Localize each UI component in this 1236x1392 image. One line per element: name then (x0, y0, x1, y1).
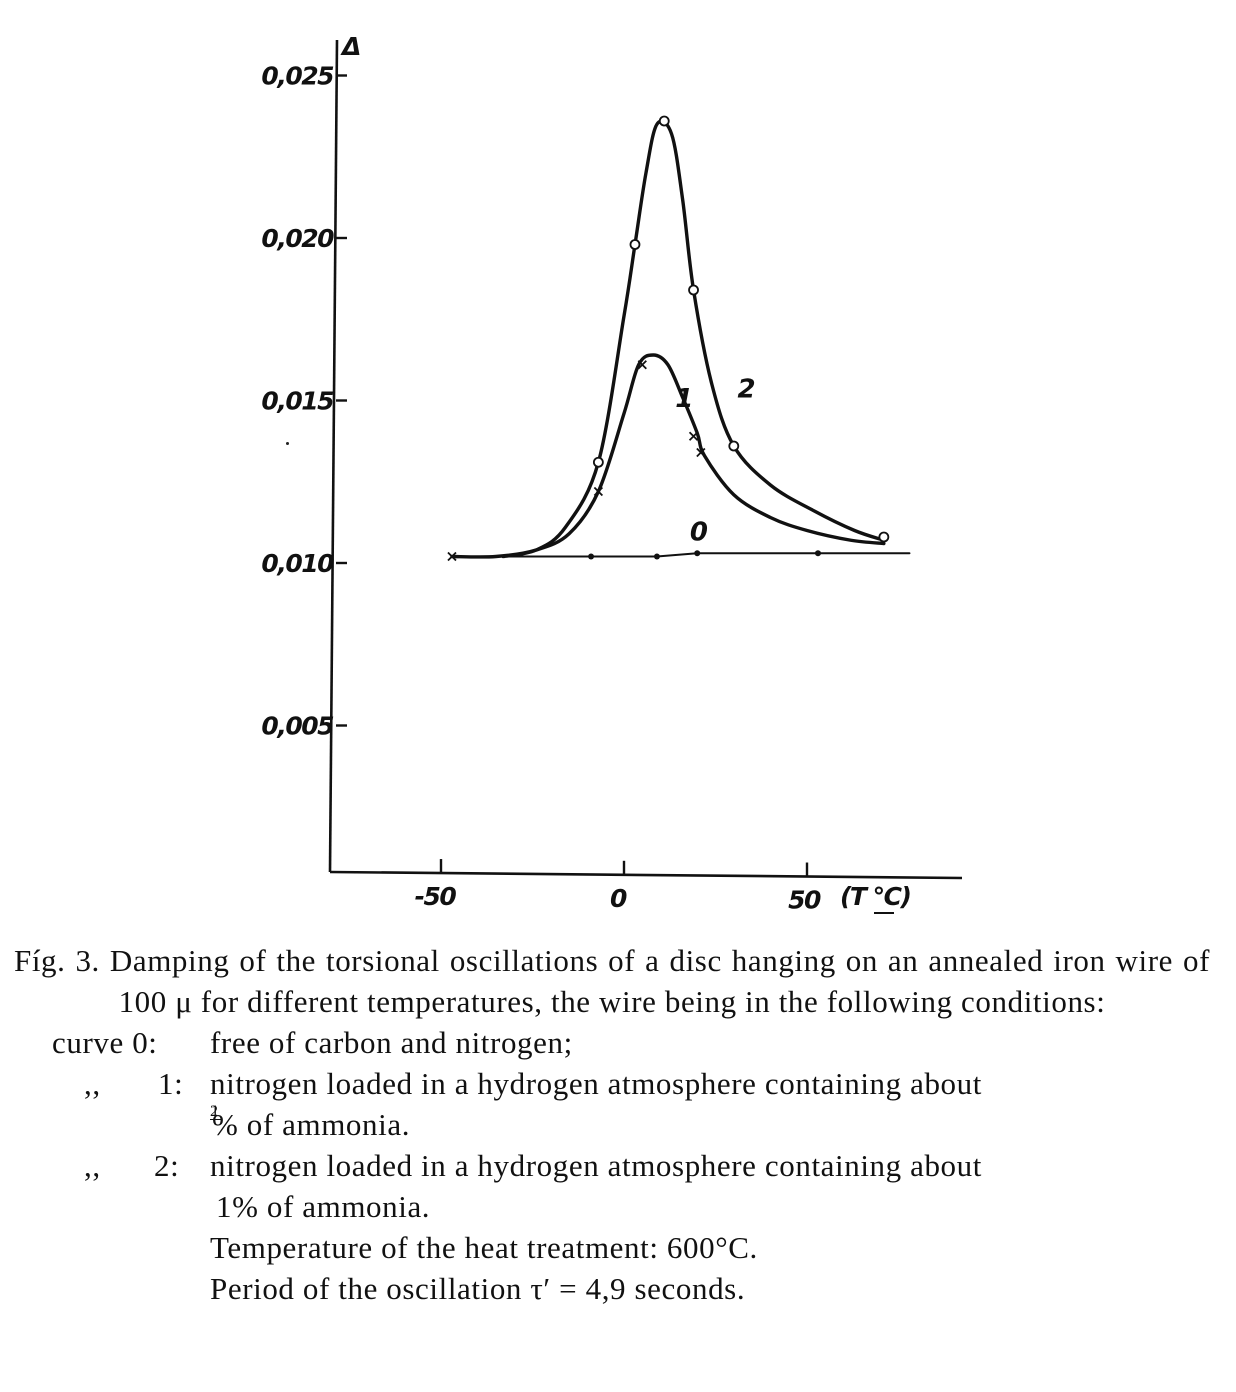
curve1-cross-marker (593, 486, 604, 497)
curve-labels: 0 1 2 (675, 374, 755, 547)
caption-temperature: Temperature of the heat treatment: 600°C… (14, 1227, 1210, 1268)
curve2-open-marker (878, 531, 890, 543)
curve0-text: free of carbon and nitrogen; (210, 1025, 573, 1060)
curve1-cross-marker (637, 360, 647, 370)
caption-curve0: curve 0: free of carbon and nitrogen; (14, 1022, 1210, 1063)
curve-label-2: 2 (737, 374, 755, 404)
caption-curve1: ,, 1: nitrogen loaded in a hydrogen atmo… (14, 1063, 1210, 1104)
curve2-number: 2: (154, 1148, 180, 1183)
curve-label-0: 0 (690, 517, 708, 547)
x-tick-label: -50 (415, 882, 457, 911)
x-axis-label: (T °C) (840, 882, 911, 911)
x-axis (329, 870, 963, 880)
axis-ticks (336, 74, 809, 877)
series-0-line (450, 552, 911, 558)
caption-curve2-cont: 1% of ammonia. (14, 1186, 1210, 1227)
curve0-point-marker (588, 553, 595, 560)
y-tick-label: 0,015 (261, 387, 334, 416)
curve0-point-marker (653, 553, 660, 560)
curve2-ditto: ,, (84, 1148, 101, 1183)
x-tick-label: 50 (788, 886, 821, 915)
curve2-open-marker (658, 115, 670, 127)
y-tick-label: 0,005 (261, 712, 334, 741)
axis-tick-labels: 0,005 0,010 0,015 0,020 0,025 -50 0 50 (261, 62, 822, 915)
caption-curve1-cont: 1 2% of ammonia. (14, 1104, 1210, 1145)
figure-caption: Fíg. 3. Damping of the torsional oscilla… (14, 940, 1210, 1309)
fraction-denominator: 2 (210, 1103, 219, 1120)
curve1-ditto: ,, (84, 1066, 101, 1101)
chart-series (450, 119, 911, 559)
caption-main: Fíg. 3. Damping of the torsional oscilla… (14, 943, 1210, 1019)
curve1-text: nitrogen loaded in a hydrogen atmosphere… (210, 1066, 982, 1101)
caption-curve2: ,, 2: nitrogen loaded in a hydrogen atmo… (14, 1145, 1210, 1186)
curve1-continuation: 1 2% of ammonia. (210, 1104, 410, 1145)
series-1-line (450, 353, 886, 559)
series-2-line (501, 119, 886, 559)
curve0-point-marker (694, 550, 701, 557)
x-tick-label: 0 (610, 884, 627, 913)
y-axis-label: Δ (340, 32, 360, 61)
curve2-continuation: 1% of ammonia. (216, 1189, 431, 1224)
damping-chart: 0,005 0,010 0,015 0,020 0,025 -50 0 50 Δ (T °C)… (261, 32, 963, 915)
curve0-prefix: curve 0: (52, 1025, 158, 1060)
y-tick-label: 0,010 (261, 549, 334, 578)
curve1-cross-marker (696, 447, 706, 458)
curve2-open-marker (592, 456, 604, 468)
curve1-cont-text: % of ammonia. (212, 1107, 411, 1142)
curve2-open-marker (629, 239, 641, 250)
curve1-cross-marker (447, 551, 457, 562)
y-tick-label: 0,020 (261, 224, 334, 253)
oscillation-period: Period of the oscillation τ′ = 4,9 secon… (210, 1271, 746, 1306)
curve1-cross-marker (688, 431, 699, 441)
chart-markers (447, 115, 890, 562)
curve2-open-marker (688, 284, 699, 296)
curve-label-1: 1 (675, 384, 693, 414)
speck (286, 442, 289, 445)
curve2-text: nitrogen loaded in a hydrogen atmosphere… (210, 1148, 982, 1183)
y-tick-label: 0,025 (261, 62, 334, 91)
curve2-open-marker (728, 440, 740, 452)
heat-treatment-temperature: Temperature of the heat treatment: 600°C… (210, 1230, 758, 1265)
curve1-number: 1: (158, 1066, 184, 1101)
curve0-point-marker (814, 550, 821, 557)
caption-period: Period of the oscillation τ′ = 4,9 secon… (14, 1268, 1210, 1309)
fraction-numerator: 1 (210, 1103, 221, 1120)
y-axis (328, 39, 339, 873)
chart-axes (328, 39, 963, 880)
